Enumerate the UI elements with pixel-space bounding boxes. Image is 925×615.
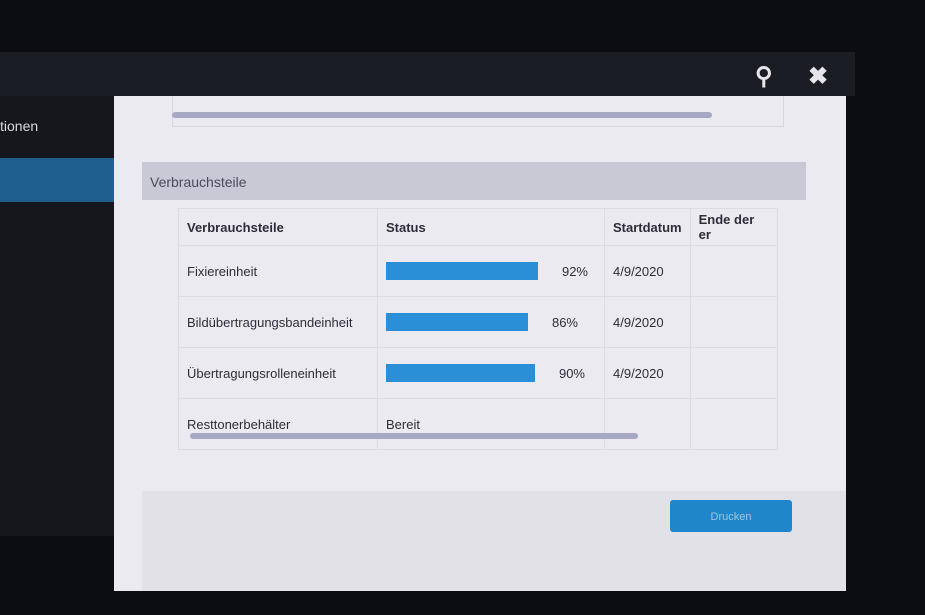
status-percent: 90% xyxy=(558,365,585,381)
part-name: Übertragungsrolleneinheit xyxy=(178,347,378,399)
sidebar-item-selected[interactable] xyxy=(0,158,118,202)
part-name: Resttonerbehälter xyxy=(178,398,378,450)
horizontal-scrollbar[interactable] xyxy=(190,433,638,439)
end-date xyxy=(689,347,778,399)
previous-table xyxy=(172,96,784,127)
consumables-panel: Verbrauchsteile Verbrauchsteile Status S… xyxy=(114,96,846,591)
consumables-table: Verbrauchsteile Status Startdatum Ende d… xyxy=(178,208,778,450)
status-progress-bar xyxy=(386,364,535,382)
sidebar-item[interactable]: tionen xyxy=(0,118,39,134)
modal-header xyxy=(0,52,855,96)
column-header: Ende der er xyxy=(689,208,778,246)
close-icon[interactable]: ✖ xyxy=(808,63,829,90)
end-date xyxy=(689,296,778,348)
status-progress-bar xyxy=(386,313,528,331)
column-header: Startdatum xyxy=(604,208,691,246)
start-date: 4/9/2020 xyxy=(604,347,691,399)
status-text: Bereit xyxy=(386,416,420,432)
table-row: Fixiereinheit 92% 4/9/2020 xyxy=(178,245,778,297)
end-date xyxy=(689,245,778,297)
status-cell: 86% xyxy=(377,296,605,348)
part-name: Bildübertragungsbandeinheit xyxy=(178,296,378,348)
search-icon[interactable]: ⚲ xyxy=(755,63,773,90)
status-cell: 92% xyxy=(377,245,605,297)
column-header: Verbrauchsteile xyxy=(178,208,378,246)
status-percent: 86% xyxy=(551,314,578,330)
status-progress-bar xyxy=(386,262,538,280)
start-date: 4/9/2020 xyxy=(604,245,691,297)
column-header: Status xyxy=(377,208,605,246)
status-cell: 90% xyxy=(377,347,605,399)
section-header: Verbrauchsteile xyxy=(142,162,806,200)
end-date xyxy=(689,398,778,450)
start-date xyxy=(604,398,691,450)
table-row: Übertragungsrolleneinheit 90% 4/9/2020 xyxy=(178,347,778,399)
status-percent: 92% xyxy=(561,263,588,279)
table-row: Bildübertragungsbandeinheit 86% 4/9/2020 xyxy=(178,296,778,348)
print-button[interactable]: Drucken xyxy=(670,500,792,532)
horizontal-scrollbar[interactable] xyxy=(172,112,712,118)
status-cell: Bereit xyxy=(377,398,605,450)
start-date: 4/9/2020 xyxy=(604,296,691,348)
part-name: Fixiereinheit xyxy=(178,245,378,297)
table-row: Resttonerbehälter Bereit xyxy=(178,398,778,450)
